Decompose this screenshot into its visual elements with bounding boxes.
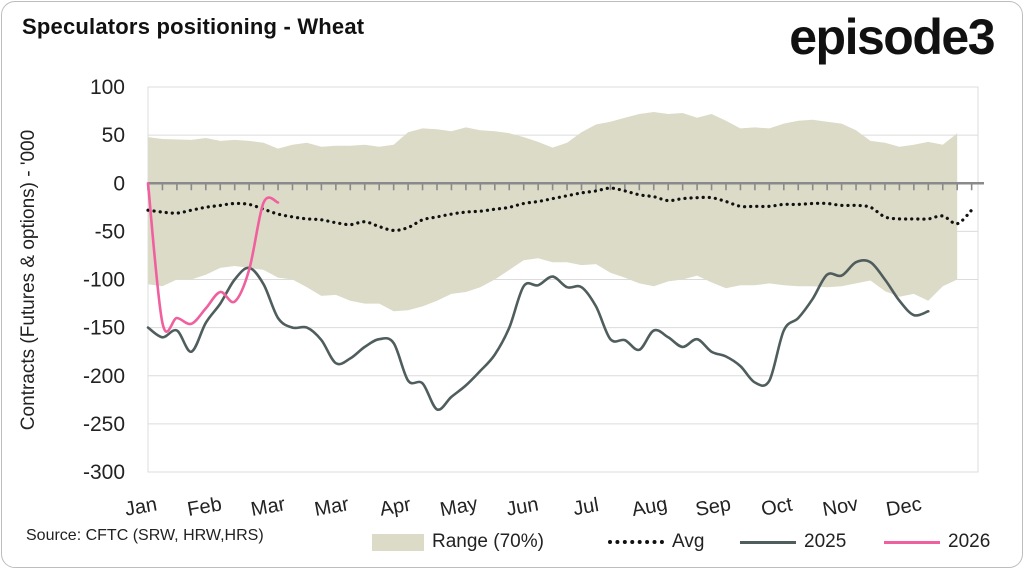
y-tick-label: -250 xyxy=(83,413,125,436)
legend-range: Range (70%) xyxy=(372,531,544,553)
x-tick-label: Feb xyxy=(186,493,224,521)
y-tick-label: -200 xyxy=(83,365,125,388)
chart-title: Speculators positioning - Wheat xyxy=(22,14,365,39)
range-band-layer xyxy=(148,112,958,312)
x-tick-label: Jun xyxy=(505,493,541,520)
x-tick-label: Jul xyxy=(572,494,601,520)
legend-avg-swatch xyxy=(608,540,664,544)
brand-logo: episode3 xyxy=(789,9,995,65)
tick-labels: 100 50 0 -50 -100 -150 -200 -250 -300 Jan Feb Mar Ma… xyxy=(83,76,923,521)
legend-2025-label: 2025 xyxy=(804,531,847,552)
series-lines xyxy=(146,182,974,411)
y-tick-label: -100 xyxy=(83,269,125,292)
legend-2025: 2025 xyxy=(740,531,846,553)
x-tick-label: Oct xyxy=(760,493,795,520)
legend-avg-label: Avg xyxy=(672,531,705,552)
y-tick-label: -50 xyxy=(95,220,125,243)
source-note: Source: CFTC (SRW, HRW,HRS) xyxy=(26,527,264,544)
x-tick-label: Mar xyxy=(313,493,351,521)
x-tick-label: Dec xyxy=(884,493,923,521)
legend-2026-label: 2026 xyxy=(948,531,991,552)
x-tick-label: Nov xyxy=(821,493,860,521)
x-tick-label: May xyxy=(438,493,479,521)
legend-avg: Avg xyxy=(608,531,704,553)
x-tick-label: Apr xyxy=(378,493,413,520)
x-tick-label: Mar xyxy=(249,493,287,521)
y-tick-label: -150 xyxy=(83,317,125,340)
legend-2026-swatch xyxy=(884,540,940,544)
y-axis-label: Contracts (Futures & options) - '000 xyxy=(18,130,39,430)
x-tick-label: Aug xyxy=(630,493,669,521)
legend-2026: 2026 xyxy=(884,531,990,553)
series-line-2025 xyxy=(146,258,930,411)
y-tick-label: 100 xyxy=(90,76,125,99)
x-tick-label: Sep xyxy=(694,493,733,521)
y-tick-label: 50 xyxy=(102,124,125,147)
y-tick-label: -300 xyxy=(83,461,125,484)
avg-line xyxy=(146,186,974,233)
legend-2025-swatch xyxy=(740,540,796,544)
series-line-2026 xyxy=(146,182,280,333)
y-tick-label: 0 xyxy=(113,172,125,195)
legend-range-swatch xyxy=(372,533,424,551)
x-tick-label: Jan xyxy=(123,493,159,520)
range-band xyxy=(148,112,958,312)
legend-range-label: Range (70%) xyxy=(432,531,544,552)
zero-axis xyxy=(147,182,984,191)
